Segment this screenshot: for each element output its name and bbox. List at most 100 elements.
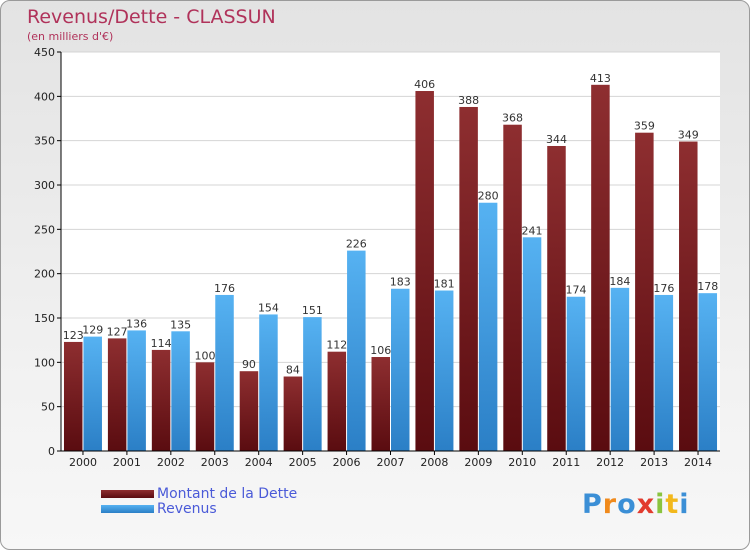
y-tick-label: 0 <box>48 445 55 458</box>
bar-debt <box>239 371 259 451</box>
x-tick-label: 2012 <box>596 456 624 469</box>
bar-revenue <box>391 288 410 451</box>
logo-letter: x <box>636 489 656 520</box>
data-label-revenue: 129 <box>82 324 103 337</box>
y-tick-label: 350 <box>34 135 55 148</box>
bar-revenue <box>698 293 718 451</box>
bar-debt <box>591 84 610 451</box>
bar-debt <box>635 132 654 452</box>
data-label-revenue: 184 <box>609 275 630 288</box>
data-label-debt: 106 <box>370 344 391 357</box>
x-tick-label: 2004 <box>245 456 273 469</box>
data-label-revenue: 135 <box>170 318 191 331</box>
data-label-debt: 112 <box>326 339 347 352</box>
data-label-debt: 114 <box>151 337 172 350</box>
bar-debt <box>195 362 215 451</box>
bar-debt <box>151 349 171 451</box>
data-label-debt: 413 <box>590 72 611 85</box>
x-tick-label: 2007 <box>377 456 405 469</box>
plot-area <box>61 52 720 451</box>
y-tick-label: 100 <box>34 356 55 369</box>
data-label-debt: 127 <box>107 325 128 338</box>
chart-title: Revenus/Dette - CLASSUN <box>27 6 276 28</box>
logo-letter: i <box>655 489 666 520</box>
data-label-revenue: 176 <box>214 282 235 295</box>
x-tick-label: 2003 <box>201 456 229 469</box>
y-tick-label: 250 <box>34 223 55 236</box>
data-label-debt: 84 <box>286 364 300 377</box>
legend-swatch-revenue <box>101 505 154 513</box>
logo-letter: t <box>665 489 680 520</box>
x-tick-label: 2005 <box>289 456 317 469</box>
bar-revenue <box>434 290 454 451</box>
bar-revenue <box>610 287 630 451</box>
data-label-debt: 344 <box>546 133 567 146</box>
data-label-debt: 406 <box>414 78 435 91</box>
data-label-debt: 349 <box>678 129 699 142</box>
y-tick-label: 150 <box>34 312 55 325</box>
bar-revenue <box>347 250 366 451</box>
bar-revenue <box>259 314 278 451</box>
bar-revenue <box>215 294 234 451</box>
data-label-revenue: 136 <box>126 317 147 330</box>
y-tick-label: 200 <box>34 268 55 281</box>
bar-revenue <box>478 202 498 451</box>
data-label-revenue: 241 <box>522 224 543 237</box>
bar-debt <box>415 91 434 451</box>
x-tick-label: 2009 <box>464 456 492 469</box>
bar-revenue <box>303 317 322 451</box>
legend-label-debt: Montant de la Dette <box>157 486 298 502</box>
data-label-revenue: 176 <box>653 282 674 295</box>
bar-debt <box>283 376 303 451</box>
data-label-debt: 359 <box>634 120 655 133</box>
bar-revenue <box>127 330 146 451</box>
logo-letter: P <box>582 489 603 520</box>
data-label-revenue: 151 <box>302 304 323 317</box>
data-label-debt: 388 <box>458 94 479 107</box>
bar-debt <box>371 357 390 451</box>
data-label-revenue: 181 <box>434 278 455 291</box>
bar-debt <box>503 124 522 451</box>
data-label-debt: 123 <box>63 329 84 342</box>
x-tick-label: 2008 <box>420 456 448 469</box>
bar-debt <box>327 351 347 451</box>
x-tick-label: 2013 <box>640 456 668 469</box>
logo-letter: o <box>617 489 637 520</box>
data-label-debt: 100 <box>195 349 216 362</box>
bar-debt <box>459 106 478 452</box>
legend-swatch-debt <box>101 490 154 498</box>
bar-revenue <box>654 294 674 451</box>
data-label-revenue: 174 <box>565 284 586 297</box>
x-tick-label: 2006 <box>333 456 361 469</box>
bar-debt <box>679 141 698 451</box>
logo-letter: i <box>679 489 690 520</box>
data-label-revenue: 183 <box>390 276 411 289</box>
y-tick-label: 300 <box>34 179 55 192</box>
data-label-revenue: 178 <box>697 280 718 293</box>
x-tick-label: 2014 <box>684 456 712 469</box>
legend-label-revenue: Revenus <box>157 501 217 517</box>
x-tick-label: 2000 <box>69 456 97 469</box>
data-label-revenue: 154 <box>258 301 279 314</box>
x-tick-label: 2001 <box>113 456 141 469</box>
x-tick-label: 2010 <box>508 456 536 469</box>
bar-debt <box>107 338 127 451</box>
data-label-revenue: 280 <box>478 190 499 203</box>
logo-letter: r <box>602 489 618 520</box>
x-tick-label: 2011 <box>552 456 580 469</box>
y-tick-label: 50 <box>41 401 55 414</box>
bar-debt <box>63 341 83 451</box>
bar-revenue <box>522 237 542 451</box>
bar-revenue <box>83 336 102 451</box>
y-tick-label: 450 <box>34 46 55 59</box>
y-tick-label: 400 <box>34 90 55 103</box>
bar-debt <box>547 145 566 451</box>
bar-revenue <box>566 296 586 451</box>
chart-subtitle: (en milliers d'€) <box>27 30 114 43</box>
bar-revenue <box>171 331 190 451</box>
data-label-debt: 90 <box>242 358 256 371</box>
data-label-revenue: 226 <box>346 238 367 251</box>
proxiti-logo: Proxiti <box>582 489 690 520</box>
